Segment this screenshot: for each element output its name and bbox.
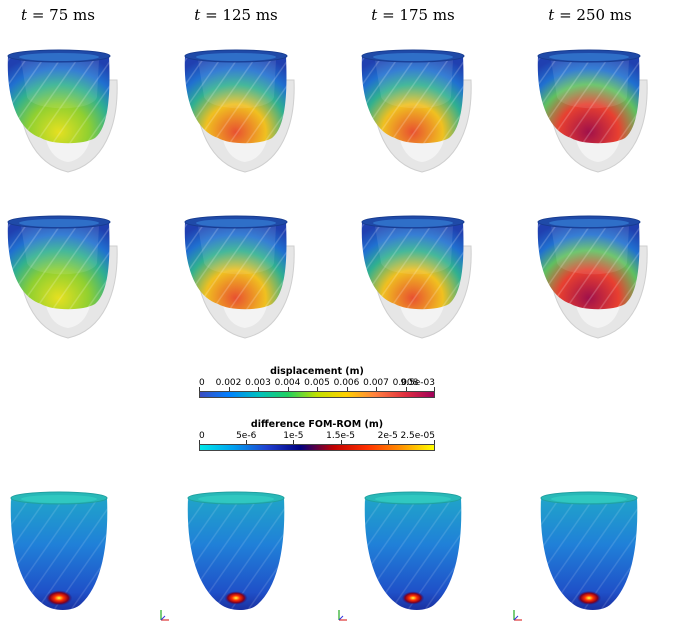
heart-rom-displacement-2: [180, 208, 310, 343]
heart-fom-displacement-4: [533, 42, 663, 177]
colorbar-tick-label: 1.5e-5: [326, 431, 356, 441]
colorbar-tick-mark: [199, 440, 200, 444]
colorbar-tick-label: 0.002: [215, 378, 242, 388]
colorbar-tick-mark: [199, 387, 200, 391]
time-label-75: t = 75 ms: [21, 6, 95, 24]
colorbar-tick-label: 2.5e-05: [400, 431, 435, 441]
colorbar-tick-label: 0.006: [333, 378, 360, 388]
colorbar-difference-title: difference FOM-ROM (m): [250, 419, 384, 430]
colorbar-tick-mark: [228, 387, 230, 391]
colorbar-tick-label: 0.004: [274, 378, 301, 388]
colorbar-tick-label: 0.003: [245, 378, 271, 388]
time-label-175: t = 175 ms: [371, 6, 455, 24]
colorbar-tick-mark: [287, 387, 289, 391]
orientation-axes-icon: [158, 607, 172, 623]
colorbar-tick-mark: [317, 387, 318, 391]
colorbar-tick-label: 9.5e-03: [400, 378, 435, 388]
colorbar-difference-ticks: 0 5e-6 1e-5 1.5e-5 2e-5 2.5e-05: [199, 431, 435, 442]
heart-rom-displacement-3: [357, 208, 487, 343]
heart-difference-2: [180, 486, 310, 621]
colorbar-tick-mark: [405, 387, 407, 391]
colorbar-tick-label: 0: [199, 431, 205, 441]
colorbar-difference-tickmarks: [199, 440, 435, 444]
colorbar-tick-label: 0: [199, 378, 205, 388]
heart-difference-1: [3, 486, 133, 621]
time-label-250: t = 250 ms: [548, 6, 632, 24]
heart-rom-displacement-1: [3, 208, 133, 343]
colorbar-tick-label: 0.007: [363, 378, 389, 388]
heart-fom-displacement-2: [180, 42, 310, 177]
colorbar-displacement-ticks: 0 0.002 0.003 0.004 0.005 0.006 0.007 0.008 9.5e…: [199, 378, 435, 389]
colorbar-tick-mark: [346, 387, 348, 391]
colorbar-displacement-tickmarks: [199, 387, 435, 391]
colorbar-displacement-gradient: [199, 391, 435, 398]
time-label-125: t = 125 ms: [194, 6, 278, 24]
colorbar-tick-mark: [434, 440, 435, 444]
colorbar-tick-label: 5e-6: [236, 431, 257, 441]
orientation-axes-icon: [336, 607, 350, 623]
colorbar-difference-gradient: [199, 444, 435, 451]
heart-fom-displacement-1: [3, 42, 133, 177]
colorbar-tick-label: 0.005: [304, 378, 330, 388]
colorbar-tick-mark: [376, 387, 377, 391]
orientation-axes-icon: [511, 607, 525, 623]
heart-rom-displacement-4: [533, 208, 663, 343]
heart-difference-3: [357, 486, 487, 621]
colorbar-displacement-title: displacement (m): [270, 366, 364, 377]
colorbar-tick-mark: [340, 440, 342, 444]
colorbar-tick-mark: [293, 440, 295, 444]
colorbar-tick-mark: [387, 440, 389, 444]
heart-difference-4: [533, 486, 663, 621]
heart-fom-displacement-3: [357, 42, 487, 177]
colorbar-tick-label: 0.008: [392, 378, 419, 388]
colorbar-tick-mark: [258, 387, 259, 391]
colorbar-tick-mark: [434, 387, 435, 391]
colorbar-tick-label: 2e-5: [377, 431, 398, 441]
colorbar-tick-mark: [246, 440, 248, 444]
colorbar-tick-label: 1e-5: [283, 431, 304, 441]
